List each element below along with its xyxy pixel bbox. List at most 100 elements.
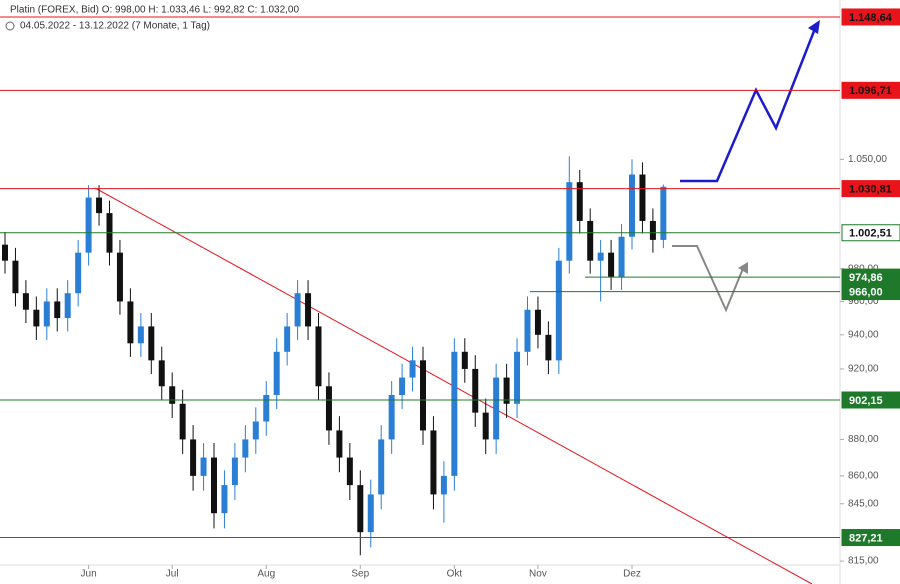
candle-body	[378, 439, 385, 495]
y-tick-label: 815,00	[848, 556, 879, 567]
candle-body	[555, 260, 562, 361]
y-tick-label: 880,00	[848, 434, 879, 445]
candle-body	[482, 412, 489, 440]
candle-body	[54, 301, 61, 319]
arrow-head	[808, 20, 820, 34]
level-label: 1.002,51	[849, 228, 892, 240]
y-tick-label: 920,00	[848, 364, 879, 375]
candle-body	[64, 293, 71, 319]
scenario-path-down	[672, 245, 745, 313]
level-label-bg	[841, 81, 900, 99]
level-label: 902,15	[849, 395, 883, 407]
candle-body	[263, 395, 270, 422]
candle-body	[221, 485, 228, 514]
candle-body	[284, 326, 291, 352]
candle-body	[524, 309, 531, 352]
candle-body	[566, 182, 573, 261]
level-label: 974,86	[849, 272, 883, 284]
x-tick-label: Jun	[81, 569, 97, 580]
candle-body	[597, 252, 604, 261]
candle-body	[148, 326, 155, 361]
candle-body	[43, 301, 50, 327]
x-tick-label: Jul	[166, 569, 179, 580]
candle-body	[357, 485, 364, 533]
candle-body	[33, 309, 40, 327]
candle-body	[493, 377, 500, 440]
candle-body	[315, 326, 322, 387]
candle-body	[608, 252, 615, 277]
candle-body	[127, 301, 134, 344]
level-label-bg	[841, 224, 900, 242]
level-label-bg	[841, 529, 900, 547]
candle-body	[618, 236, 625, 277]
candle-body	[420, 360, 426, 431]
candle-body	[179, 403, 186, 440]
candle-body	[514, 351, 521, 404]
candle-body	[545, 334, 552, 361]
candle-body	[440, 475, 447, 495]
level-label-bg	[841, 8, 900, 26]
candle-body	[211, 457, 217, 514]
candle-body	[12, 260, 19, 294]
candle-body	[534, 309, 541, 335]
chart-subtitle: 04.05.2022 - 13.12.2022 (7 Monate, 1 Tag…	[20, 21, 210, 32]
level-label: 1.096,71	[849, 85, 892, 97]
candle-body	[242, 439, 249, 458]
candle-body	[336, 430, 343, 458]
candle-body	[587, 220, 594, 261]
candle-body	[388, 395, 395, 440]
candle-body	[2, 244, 8, 261]
candle-body	[576, 182, 583, 221]
candle-body	[190, 439, 197, 476]
chart-title: Platin (FOREX, Bid) O: 998,00 H: 1.033,4…	[10, 5, 299, 16]
candle-body	[367, 494, 374, 533]
candle-body	[660, 186, 667, 240]
level-label: 1.148,64	[849, 12, 893, 24]
level-label: 1.030,81	[849, 184, 892, 196]
candle-body	[451, 351, 458, 476]
arrow-head	[738, 262, 748, 274]
candle-body	[461, 351, 468, 369]
clock-icon	[5, 21, 15, 31]
candle-body	[305, 293, 312, 327]
y-tick-label: 960,00	[848, 296, 879, 307]
candle-body	[273, 351, 280, 396]
candle-body	[169, 386, 176, 404]
level-label-bg	[841, 391, 900, 409]
candle-body	[231, 457, 238, 486]
y-tick-label: 1.050,00	[848, 154, 887, 165]
level-label: 966,00	[849, 286, 883, 298]
candle-body	[85, 197, 92, 253]
level-label: 827,21	[849, 532, 883, 544]
candle-body	[22, 293, 29, 310]
candle-body	[252, 421, 259, 440]
y-tick-label: 845,00	[848, 498, 879, 509]
level-label-bg	[841, 283, 900, 301]
candle-body	[472, 368, 479, 413]
level-label-bg	[841, 180, 900, 198]
candle-body	[430, 430, 437, 495]
x-tick-label: Nov	[529, 569, 547, 580]
y-tick-label: 940,00	[848, 329, 879, 340]
candle-body	[158, 360, 165, 387]
candle-body	[639, 174, 646, 221]
x-tick-label: Okt	[447, 569, 463, 580]
candle-body	[409, 360, 416, 378]
candle-body	[200, 457, 207, 476]
candle-body	[294, 293, 301, 327]
y-tick-label: 860,00	[848, 471, 879, 482]
x-tick-label: Dez	[623, 569, 641, 580]
candle-body	[116, 252, 123, 302]
candle-body	[346, 457, 353, 486]
candle-body	[137, 326, 144, 344]
candle-body	[96, 197, 103, 214]
candle-body	[399, 377, 406, 396]
candle-body	[325, 386, 332, 431]
candle-body	[649, 220, 656, 240]
candle-body	[629, 174, 635, 237]
x-tick-label: Aug	[257, 569, 275, 580]
x-tick-label: Sep	[351, 569, 369, 580]
candle-body	[75, 252, 82, 294]
candle-body	[503, 377, 510, 404]
